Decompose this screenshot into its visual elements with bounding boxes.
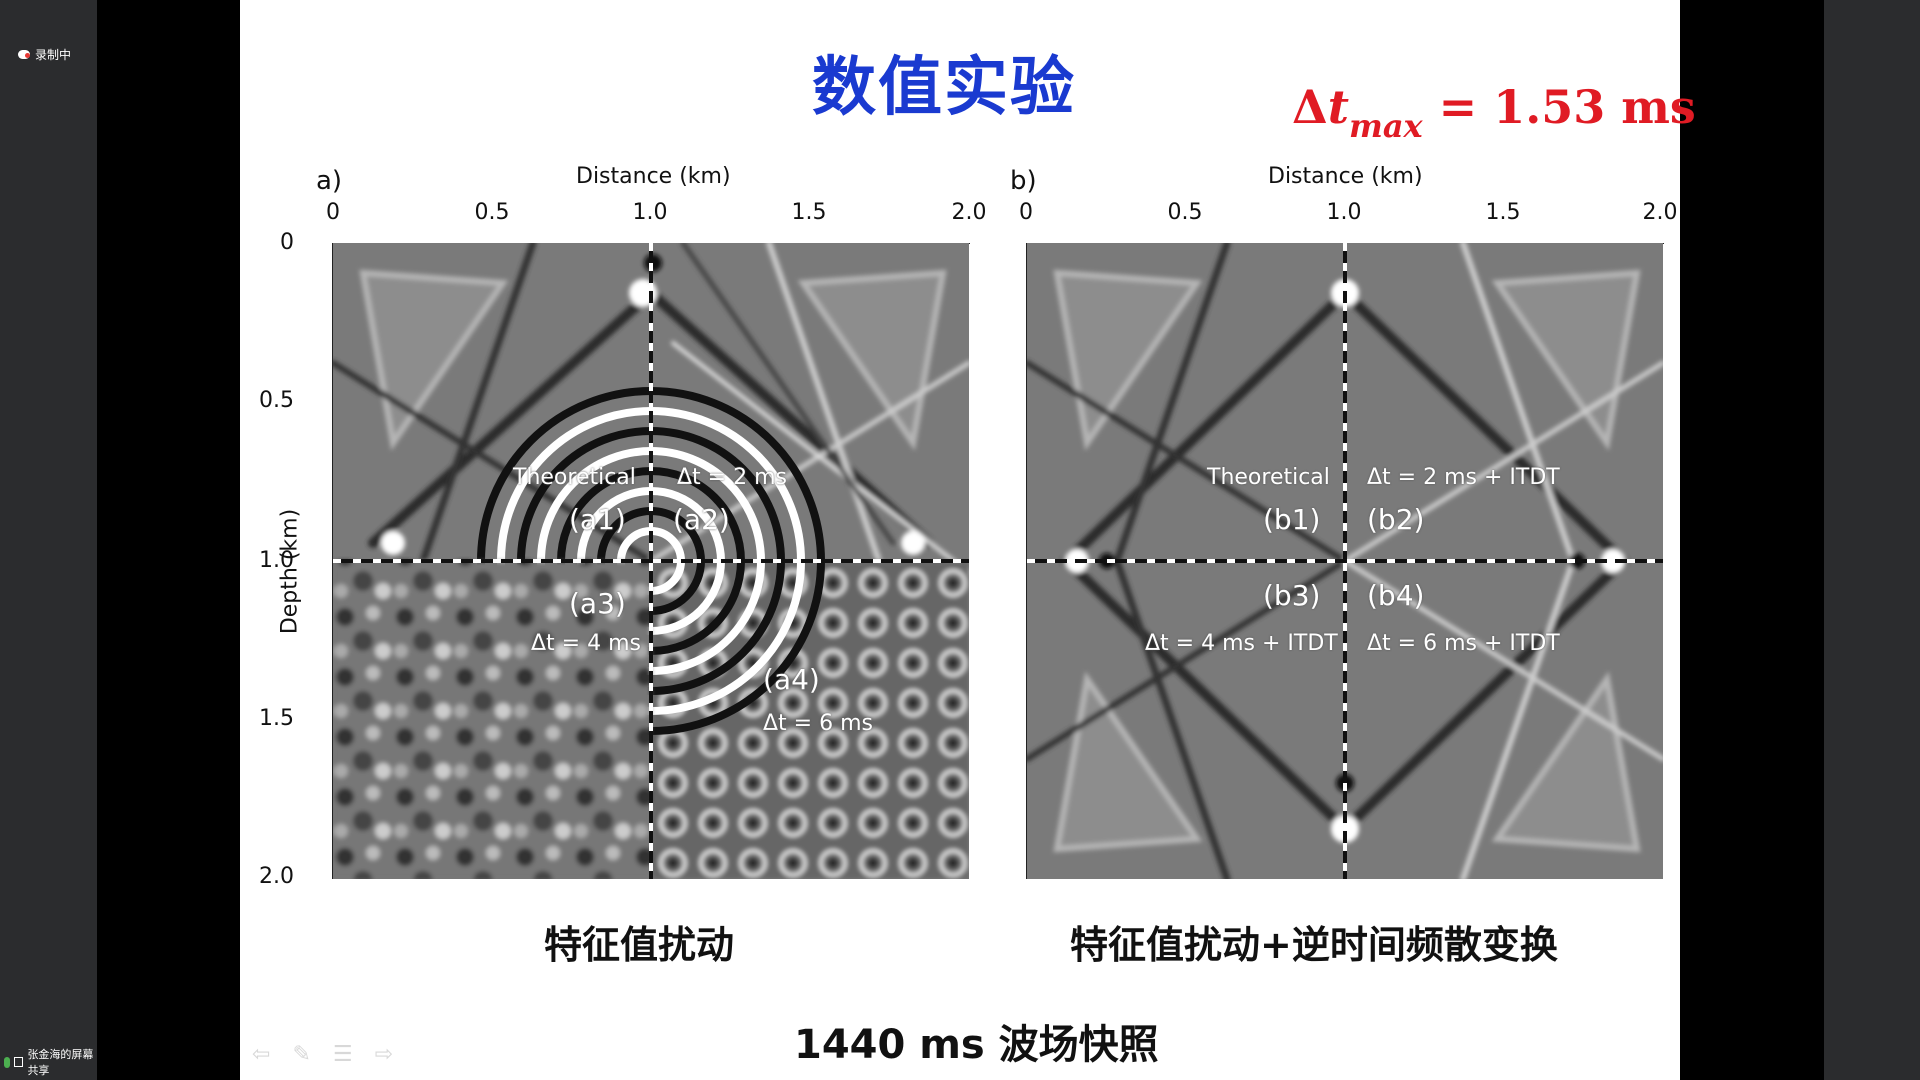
bottom-caption: 1440 ms 波场快照 bbox=[794, 1022, 1159, 1068]
slide: 数值实验 Δtmax = 1.53 ms a) Distance (km) 0 … bbox=[240, 0, 1696, 1080]
panel-a-y-tick: 0 bbox=[280, 230, 294, 255]
panel-b1-label: (b1) bbox=[1263, 503, 1321, 536]
panel-b-x-tick: 0.5 bbox=[1167, 200, 1203, 225]
dt-max-formula: Δtmax = 1.53 ms bbox=[1292, 80, 1696, 145]
screen-share-label: 张金海的屏幕共享 bbox=[27, 1048, 94, 1077]
panel-a-caption: 特征值扰动 bbox=[544, 923, 735, 967]
panel-b1-desc: Theoretical bbox=[1207, 465, 1330, 490]
arrow-left-icon[interactable]: ⇦ bbox=[252, 1042, 271, 1067]
panel-b3-label: (b3) bbox=[1263, 579, 1321, 612]
right-sidebar bbox=[1824, 0, 1920, 1080]
panel-a3-desc: Δt = 4 ms bbox=[531, 631, 641, 656]
panel-b-x-tick: 0 bbox=[1019, 200, 1033, 225]
panel-b-x-tick: 2.0 bbox=[1642, 200, 1678, 225]
mic-icon bbox=[4, 1056, 10, 1068]
panel-b-y-axis-line bbox=[1026, 243, 1027, 879]
panel-b-x-axis-title: Distance (km) bbox=[1268, 164, 1423, 189]
panel-b3-desc: Δt = 4 ms + ITDT bbox=[1145, 631, 1338, 656]
panel-a1-desc: Theoretical bbox=[513, 465, 636, 490]
screen-icon bbox=[13, 1057, 24, 1067]
panel-b4-label: (b4) bbox=[1367, 579, 1425, 612]
panel-a3-label: (a3) bbox=[569, 587, 626, 620]
panel-a4-desc: Δt = 6 ms bbox=[763, 711, 873, 736]
recording-label: 录制中 bbox=[35, 48, 72, 62]
panel-b-caption: 特征值扰动+逆时间频散变换 bbox=[1070, 923, 1558, 967]
recording-indicator[interactable]: 录制中 bbox=[18, 46, 71, 63]
panel-a2-label: (a2) bbox=[673, 503, 730, 536]
slide-title: 数值实验 bbox=[812, 51, 1076, 125]
panel-a-x-tick: 0 bbox=[326, 200, 340, 225]
panel-b2-desc: Δt = 2 ms + ITDT bbox=[1367, 465, 1560, 490]
panel-b-x-tick: 1.0 bbox=[1326, 200, 1362, 225]
panel-a-y-axis-title: Depth (km) bbox=[277, 508, 303, 635]
panel-a-y-tick: 2.0 bbox=[259, 864, 294, 889]
menu-icon[interactable]: ☰ bbox=[332, 1042, 353, 1067]
panel-a-x-axis-title: Distance (km) bbox=[576, 164, 731, 189]
panel-a-x-tick: 1.0 bbox=[632, 200, 668, 225]
slide-toolbar: ⇦ ✎ ☰ ⇨ bbox=[252, 1042, 393, 1067]
panel-a2-desc: Δt = 2 ms bbox=[677, 465, 787, 490]
panel-a1-label: (a1) bbox=[569, 503, 626, 536]
panel-a-x-tick: 1.5 bbox=[791, 200, 827, 225]
left-sidebar: 录制中 张金海的屏幕共享 bbox=[0, 0, 97, 1080]
panel-a-y-axis-line bbox=[332, 243, 333, 879]
panel-b-wavefield-plot: Theoretical (b1) Δt = 2 ms + ITDT (b2) (… bbox=[1027, 243, 1663, 879]
panel-a-x-tick: 0.5 bbox=[474, 200, 510, 225]
panel-a-wavefield-plot: Theoretical (a1) Δt = 2 ms (a2) (a3) Δt … bbox=[333, 243, 969, 879]
panel-a4-label: (a4) bbox=[763, 663, 820, 696]
panel-a-x-tick: 2.0 bbox=[951, 200, 987, 225]
right-margin bbox=[1680, 0, 1824, 1080]
panel-b2-label: (b2) bbox=[1367, 503, 1425, 536]
pen-icon[interactable]: ✎ bbox=[292, 1042, 311, 1067]
panel-a-y-tick: 1.5 bbox=[259, 706, 294, 731]
panel-a-y-tick: 0.5 bbox=[259, 388, 294, 413]
screen-share-indicator[interactable]: 张金海的屏幕共享 bbox=[4, 1046, 97, 1078]
panel-a-letter: a) bbox=[316, 166, 343, 196]
panel-b4-desc: Δt = 6 ms + ITDT bbox=[1367, 631, 1560, 656]
arrow-right-icon[interactable]: ⇨ bbox=[374, 1042, 394, 1067]
cloud-record-icon bbox=[18, 50, 30, 59]
panel-a-y-tick: 1.0 bbox=[259, 548, 294, 573]
panel-b-x-tick: 1.5 bbox=[1485, 200, 1521, 225]
panel-b-letter: b) bbox=[1010, 166, 1037, 196]
